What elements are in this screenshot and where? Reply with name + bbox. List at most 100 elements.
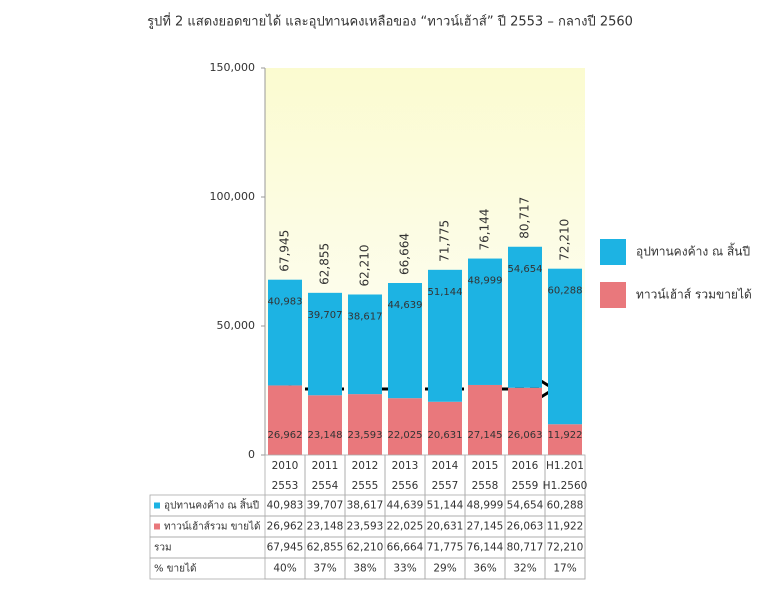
table-cell bbox=[304, 454, 346, 580]
bar-segment bbox=[508, 246, 542, 388]
data-label: 22,025 bbox=[388, 430, 423, 441]
total-label: 71,775 bbox=[438, 220, 452, 262]
table-row-label: ทาวน์เฮ้าส์รวม ขายได้ bbox=[164, 521, 261, 533]
x-tick-label: 2555 bbox=[352, 480, 379, 492]
data-label: 23,148 bbox=[308, 430, 343, 441]
table-value: 29% bbox=[433, 563, 456, 575]
data-label: 11,922 bbox=[548, 430, 583, 441]
x-tick-label: 2015 bbox=[472, 460, 499, 472]
bar-segment bbox=[428, 401, 462, 455]
table-cell bbox=[464, 454, 506, 580]
table-swatch bbox=[154, 523, 160, 530]
x-tick-label: H1.201 bbox=[546, 460, 584, 472]
table-value: 23,148 bbox=[307, 521, 344, 533]
table-value: 80,717 bbox=[507, 542, 544, 554]
bar-segment bbox=[548, 268, 582, 425]
bar-segment bbox=[308, 395, 342, 455]
x-tick-label: 2557 bbox=[432, 480, 459, 492]
data-label: 20,631 bbox=[428, 430, 463, 441]
table-value: 60,288 bbox=[547, 500, 584, 512]
table-value: 23,593 bbox=[347, 521, 384, 533]
bar-segment bbox=[268, 385, 302, 455]
data-label: 40,983 bbox=[268, 297, 303, 308]
bar-segment bbox=[268, 279, 302, 386]
data-label: 60,288 bbox=[548, 286, 583, 297]
table-value: 40,983 bbox=[267, 500, 304, 512]
table-row-label: % ขายได้ bbox=[154, 563, 197, 575]
legend-label: ทาวน์เฮ้าส์ รวมขายได้ bbox=[636, 288, 752, 302]
table-cell bbox=[544, 454, 586, 580]
table-cell bbox=[264, 454, 306, 580]
table-row-label: อุปทานคงค้าง ณ สิ้นปี bbox=[164, 498, 259, 512]
table-value: 62,855 bbox=[307, 542, 344, 554]
bar-segment bbox=[348, 294, 382, 395]
total-label: 80,717 bbox=[518, 197, 532, 239]
data-label: 26,962 bbox=[268, 430, 303, 441]
table-value: 66,664 bbox=[387, 542, 424, 554]
x-tick-label: 2012 bbox=[352, 460, 379, 472]
data-label: 26,063 bbox=[508, 430, 543, 441]
table-value: 36% bbox=[473, 563, 496, 575]
table-cell bbox=[504, 454, 546, 580]
table-value: 71,775 bbox=[427, 542, 464, 554]
data-label: 38,617 bbox=[348, 311, 383, 322]
table-value: 67,945 bbox=[267, 542, 304, 554]
total-label: 72,210 bbox=[558, 219, 572, 261]
table-value: 40% bbox=[273, 563, 296, 575]
x-tick-label: 2014 bbox=[432, 460, 459, 472]
table-value: 22,025 bbox=[387, 521, 424, 533]
table-value: 26,063 bbox=[507, 521, 544, 533]
data-label: 27,145 bbox=[468, 430, 503, 441]
total-label: 62,855 bbox=[318, 243, 332, 285]
x-tick-label: H1.2560 bbox=[543, 480, 588, 492]
table-value: 76,144 bbox=[467, 542, 504, 554]
total-label: 66,664 bbox=[398, 233, 412, 275]
x-tick-label: 2013 bbox=[392, 460, 419, 472]
bar-segment bbox=[348, 394, 382, 455]
table-value: 48,999 bbox=[467, 500, 504, 512]
x-tick-label: 2553 bbox=[272, 480, 299, 492]
table-cell bbox=[424, 454, 466, 580]
y-tick-label: 150,000 bbox=[210, 61, 256, 74]
x-tick-label: 2010 bbox=[272, 460, 299, 472]
table-value: 38% bbox=[353, 563, 376, 575]
table-value: 26,962 bbox=[267, 521, 304, 533]
table-value: 39,707 bbox=[307, 500, 344, 512]
table-value: 37% bbox=[313, 563, 336, 575]
table-cell bbox=[149, 557, 586, 580]
table-row-label: รวม bbox=[154, 543, 172, 554]
total-label: 62,210 bbox=[358, 244, 372, 286]
table-value: 32% bbox=[513, 563, 536, 575]
x-tick-label: 2011 bbox=[312, 460, 339, 472]
data-label: 54,654 bbox=[508, 264, 543, 275]
total-label: 67,945 bbox=[278, 230, 292, 272]
x-tick-label: 2559 bbox=[512, 480, 539, 492]
table-value: 51,144 bbox=[427, 500, 464, 512]
table-value: 54,654 bbox=[507, 500, 544, 512]
bar-segment bbox=[508, 387, 542, 455]
table-cell bbox=[344, 454, 386, 580]
table-value: 27,145 bbox=[467, 521, 504, 533]
x-tick-label: 2016 bbox=[512, 460, 539, 472]
data-label: 51,144 bbox=[428, 287, 463, 298]
table-cell bbox=[384, 454, 426, 580]
bar-segment bbox=[308, 292, 342, 396]
table-value: 17% bbox=[553, 563, 576, 575]
data-label: 39,707 bbox=[308, 310, 343, 321]
x-tick-label: 2558 bbox=[472, 480, 499, 492]
bar-segment bbox=[468, 384, 502, 455]
legend-label: อุปทานคงค้าง ณ สิ้นปี bbox=[636, 243, 750, 260]
bar-segment bbox=[388, 283, 422, 399]
table-value: 44,639 bbox=[387, 500, 424, 512]
bar-segment bbox=[428, 269, 462, 402]
table-value: 62,210 bbox=[347, 542, 384, 554]
chart-title: รูปที่ 2 แสดงยอดขายได้ และอุปทานคงเหลือข… bbox=[147, 13, 633, 30]
legend-swatch bbox=[600, 239, 626, 265]
total-label: 76,144 bbox=[478, 209, 492, 251]
table-swatch bbox=[154, 502, 160, 509]
legend-swatch bbox=[600, 282, 626, 308]
table-value: 20,631 bbox=[427, 521, 464, 533]
table-value: 72,210 bbox=[547, 542, 584, 554]
table-value: 33% bbox=[393, 563, 416, 575]
